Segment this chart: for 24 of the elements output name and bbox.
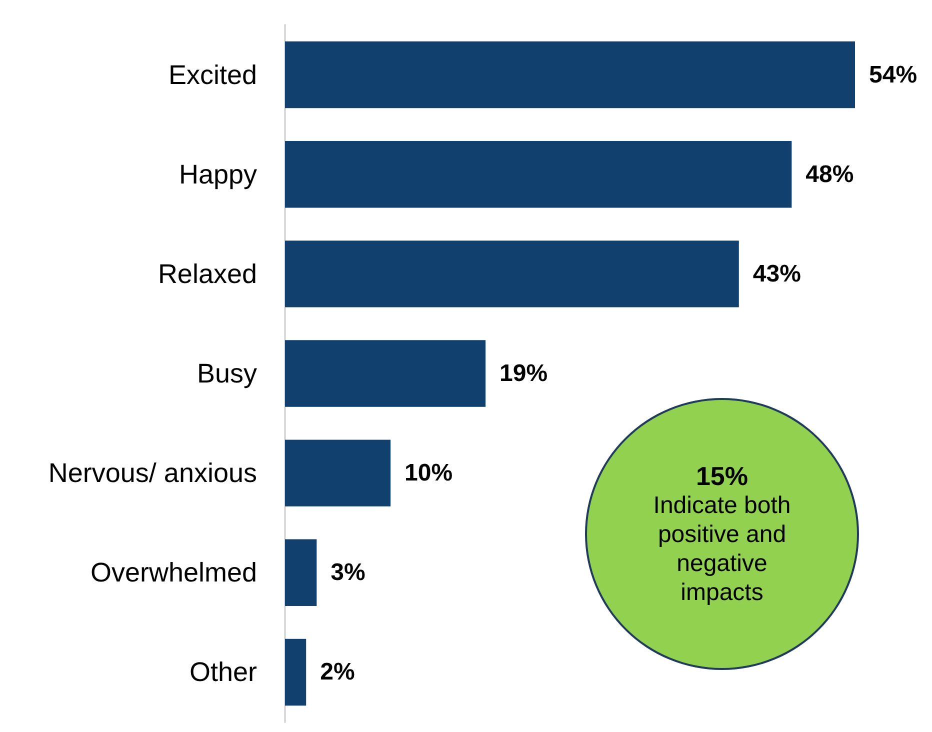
- bar: [285, 440, 391, 506]
- y-tick-label: Busy: [196, 358, 258, 388]
- bar: [285, 340, 486, 407]
- bar: [285, 638, 306, 706]
- bar: [285, 41, 855, 108]
- y-tick-label: Relaxed: [158, 258, 257, 289]
- data-label: 54%: [869, 61, 918, 88]
- annotation: 15%: [696, 461, 748, 491]
- data-label: 2%: [320, 658, 355, 686]
- data-label: 10%: [404, 460, 453, 487]
- circle-callout: 15% Indicate both positive and negative impacts: [585, 398, 859, 670]
- data-label: 43%: [752, 260, 801, 288]
- data-label: 19%: [500, 360, 548, 387]
- bar: [285, 141, 792, 208]
- y-tick-label: Excited: [168, 60, 257, 90]
- data-label: 48%: [806, 160, 854, 188]
- y-tick-label: Other: [189, 657, 258, 688]
- y-tick-label: Happy: [178, 159, 258, 190]
- annotation: Indicate both positive and negative impacts: [652, 491, 792, 607]
- bar: [285, 539, 317, 606]
- bar: [285, 240, 739, 308]
- y-tick-label: Overwhelmed: [90, 558, 257, 588]
- data-label: 3%: [330, 559, 366, 586]
- y-tick-label: Nervous/ anxious: [48, 458, 257, 488]
